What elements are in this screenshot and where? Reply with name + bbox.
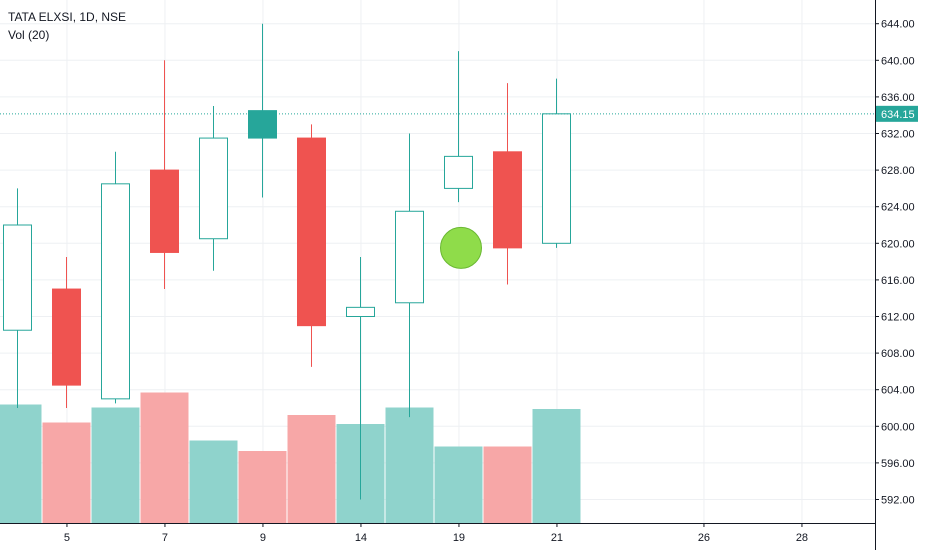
candle-body [395, 210, 424, 304]
time-tick-label: 21 [551, 532, 563, 544]
volume-bar [434, 446, 483, 523]
price-tick-label: 628.00 [881, 165, 915, 177]
time-tick-label: 28 [796, 532, 808, 544]
volume-bar [42, 422, 91, 523]
time-tick-label: 9 [260, 532, 266, 544]
price-tick-label: 640.00 [881, 55, 915, 67]
candle-body [444, 155, 473, 189]
time-axis[interactable]: 5 7 9 14 19 21 26 28 [0, 523, 875, 544]
candle-body [346, 306, 375, 318]
volume-indicator-label[interactable]: Vol (20) [8, 28, 50, 42]
time-tick-label: 26 [698, 532, 710, 544]
candle-body [150, 169, 179, 253]
symbol-title[interactable]: TATA ELXSI, 1D, NSE [8, 10, 127, 24]
price-tick-label: 596.00 [881, 458, 915, 470]
price-tick-label: 624.00 [881, 202, 915, 214]
price-candles [3, 23, 571, 500]
price-tick-label: 608.00 [881, 348, 915, 360]
price-tick-label: 604.00 [881, 385, 915, 397]
volume-bar [238, 451, 287, 523]
annotation-circle[interactable] [440, 226, 482, 269]
last-price-tag[interactable] [876, 105, 918, 122]
candle-body [101, 183, 130, 400]
price-axis[interactable]: 592.00 596.00 600.00 604.00 608.00 612.00 616.… [875, 0, 918, 550]
time-tick-label: 5 [64, 532, 70, 544]
candle-body [542, 113, 571, 244]
candle-body [493, 151, 522, 249]
volume-bar [483, 446, 532, 523]
chart-legend: TATA ELXSI, 1D, NSE Vol (20) [8, 8, 126, 44]
candle-body [52, 288, 81, 386]
last-price-label: 634.15 [881, 109, 915, 121]
candle-body [199, 137, 228, 240]
price-tick-label: 612.00 [881, 312, 915, 324]
volume-bar [91, 407, 140, 523]
price-tick-label: 616.00 [881, 275, 915, 287]
price-tick-label: 600.00 [881, 421, 915, 433]
volume-bars [0, 392, 581, 523]
time-tick-label: 7 [162, 532, 168, 544]
time-tick-label: 14 [355, 532, 367, 544]
volume-bar [532, 409, 581, 523]
price-tick-label: 620.00 [881, 238, 915, 250]
chart-overlay [0, 113, 875, 269]
volume-bar [287, 415, 336, 523]
price-tick-label: 636.00 [881, 92, 915, 104]
volume-bar [0, 404, 42, 523]
price-tick-label: 632.00 [881, 129, 915, 141]
candle-body [297, 137, 326, 327]
candle-body [248, 110, 277, 139]
time-tick-label: 19 [453, 532, 465, 544]
volume-bar [189, 440, 238, 523]
candle-body [3, 224, 32, 331]
price-tick-label: 644.00 [881, 19, 915, 31]
volume-bar [385, 407, 434, 523]
price-tick-label: 592.00 [881, 495, 915, 507]
volume-bar [140, 392, 189, 523]
